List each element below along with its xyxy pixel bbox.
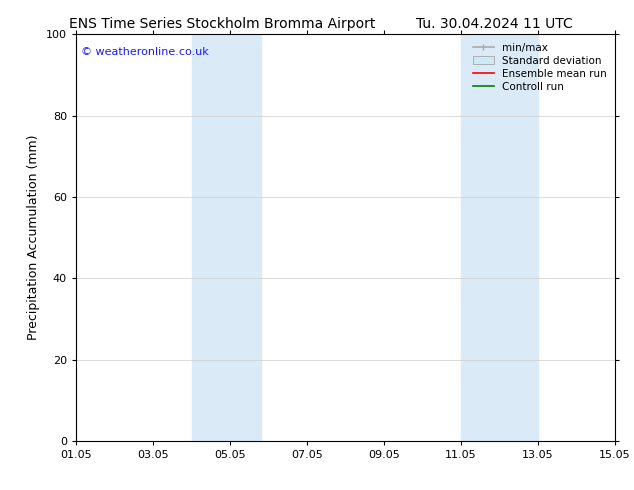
Text: ENS Time Series Stockholm Bromma Airport: ENS Time Series Stockholm Bromma Airport bbox=[68, 17, 375, 31]
Bar bbox=[461, 34, 538, 441]
Legend: min/max, Standard deviation, Ensemble mean run, Controll run: min/max, Standard deviation, Ensemble me… bbox=[470, 40, 610, 95]
Y-axis label: Precipitation Accumulation (mm): Precipitation Accumulation (mm) bbox=[27, 135, 41, 341]
Title: ENS Time Series Stockholm Bromma Airport    Tu. 30.04.2024 11 UTC: ENS Time Series Stockholm Bromma Airport… bbox=[0, 489, 1, 490]
Text: © weatheronline.co.uk: © weatheronline.co.uk bbox=[81, 47, 209, 56]
Text: Tu. 30.04.2024 11 UTC: Tu. 30.04.2024 11 UTC bbox=[416, 17, 573, 31]
Bar bbox=[191, 34, 261, 441]
